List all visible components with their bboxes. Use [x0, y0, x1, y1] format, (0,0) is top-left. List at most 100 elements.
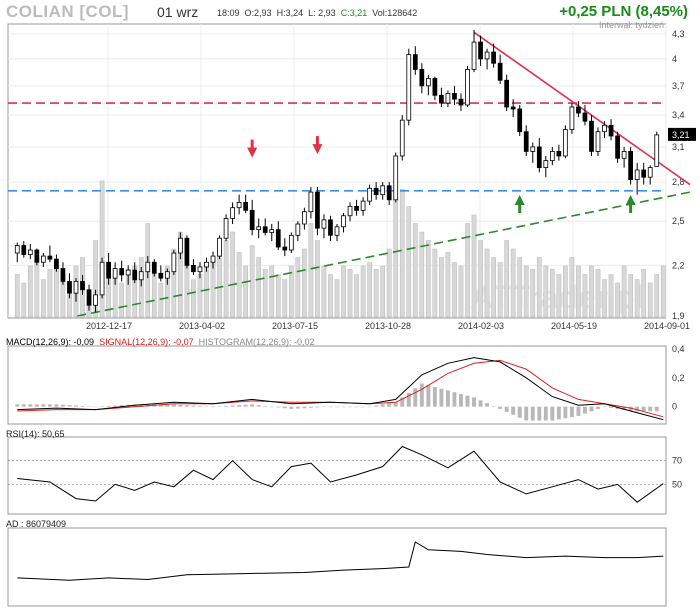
volume-bar	[191, 279, 196, 318]
candle-body	[549, 151, 555, 161]
volume-bar	[504, 240, 509, 318]
macd-histogram-bar	[119, 405, 124, 407]
macd-histogram-bar	[224, 405, 229, 407]
ad-line	[17, 541, 664, 581]
volume-bar	[151, 274, 157, 318]
volume-bar	[406, 206, 412, 318]
macd-histogram-bar	[498, 406, 503, 409]
rsi-y-tick-label: 70	[672, 456, 682, 466]
volume-bar	[93, 240, 98, 318]
macd-histogram-bar	[556, 406, 561, 420]
price-y-tick-label: 2,2	[672, 260, 685, 270]
macd-histogram-bar	[15, 404, 20, 407]
candle-body	[484, 51, 490, 60]
macd-histogram-bar	[21, 404, 26, 407]
x-tick-label: 2013-04-02	[179, 321, 225, 331]
volume-bar	[569, 257, 575, 318]
macd-histogram-bar	[295, 406, 300, 409]
candle-body	[60, 268, 66, 282]
macd-histogram-bar	[28, 404, 33, 407]
volume-bar	[445, 252, 451, 318]
volume-bar	[295, 257, 301, 318]
macd-histogram-bar	[465, 395, 470, 407]
volume-bar	[465, 223, 470, 318]
volume-bar	[184, 265, 190, 318]
macd-histogram-bar	[60, 404, 65, 407]
candle-body	[380, 185, 386, 196]
candle-body	[236, 202, 242, 209]
macd-signal-line	[17, 359, 664, 418]
volume-bar	[634, 279, 640, 318]
candle-body	[249, 209, 255, 231]
volume-bar	[419, 231, 425, 318]
candle-body	[145, 261, 151, 273]
candle-body	[204, 261, 209, 268]
macd-histogram-bar	[485, 403, 490, 407]
interval-label: Interwał: tydzień	[598, 20, 664, 30]
macd-histogram-bar	[472, 397, 476, 407]
candle-body	[302, 211, 307, 225]
volume-bar	[517, 257, 523, 318]
macd-histogram-bar	[282, 406, 287, 409]
date-label: 01 wrz	[157, 4, 199, 20]
volume-bar	[138, 257, 144, 318]
volume-bar	[426, 240, 431, 318]
candle-body	[47, 255, 53, 260]
macd-line	[17, 357, 664, 421]
volume-bar	[654, 274, 660, 318]
volume-bar	[602, 279, 607, 318]
candle-body	[282, 246, 288, 251]
candle-body	[295, 223, 301, 236]
macd-histogram-bar	[184, 405, 189, 407]
macd-histogram-bar	[387, 403, 392, 407]
macd-histogram-bar	[165, 404, 170, 407]
x-tick-label: 2014-05-19	[551, 321, 597, 331]
rsi-legend: RSI(14): 50,65	[6, 429, 65, 439]
candle-body	[256, 226, 262, 231]
high-value: H:3,24	[276, 8, 304, 18]
macd-histogram-bar	[524, 406, 529, 421]
candle-body	[615, 135, 620, 159]
down-arrow-marker	[247, 139, 258, 158]
candle-body	[41, 255, 46, 263]
macd-histogram-bar	[211, 406, 215, 408]
candle-body	[217, 237, 222, 257]
candle-body	[14, 245, 20, 254]
macd-histogram-bar	[511, 406, 516, 415]
candle-body	[595, 131, 601, 152]
last-price-badge	[668, 127, 696, 141]
macd-histogram-bar	[439, 388, 444, 407]
volume-bar	[393, 197, 399, 318]
macd-y-tick-label: 0	[672, 402, 677, 412]
macd-histogram-bar	[47, 404, 52, 407]
candle-body	[80, 281, 85, 291]
candle-body	[445, 92, 451, 104]
macd-histogram-bar	[543, 406, 548, 421]
volume-bar	[412, 223, 418, 318]
volume-bar	[275, 274, 281, 318]
macd-histogram-bar	[589, 406, 594, 412]
volume-bar	[347, 269, 353, 318]
candle-body	[412, 54, 418, 70]
candle-body	[452, 92, 457, 100]
price-y-tick-label: 2,5	[672, 216, 685, 226]
x-tick-label: 2014-09-01	[644, 321, 690, 331]
candle-body	[73, 281, 79, 294]
volume-bar	[165, 265, 170, 318]
macd-histogram-bar	[198, 405, 202, 407]
macd-histogram-bar	[230, 405, 235, 407]
macd-histogram-bar	[74, 405, 78, 407]
volume-bar	[243, 265, 248, 318]
volume-bar	[497, 262, 503, 318]
candle-body	[197, 266, 203, 273]
macd-histogram-bar	[308, 406, 313, 408]
volume-bar	[478, 240, 483, 318]
macd-histogram-bar	[93, 406, 98, 408]
macd-histogram-bar	[158, 404, 163, 407]
macd-histogram-bar	[478, 400, 483, 407]
candle-body	[93, 294, 98, 306]
volume-bar	[530, 269, 536, 318]
volume-bar	[491, 257, 496, 318]
candle-body	[230, 207, 235, 219]
volume-bar	[595, 269, 601, 318]
